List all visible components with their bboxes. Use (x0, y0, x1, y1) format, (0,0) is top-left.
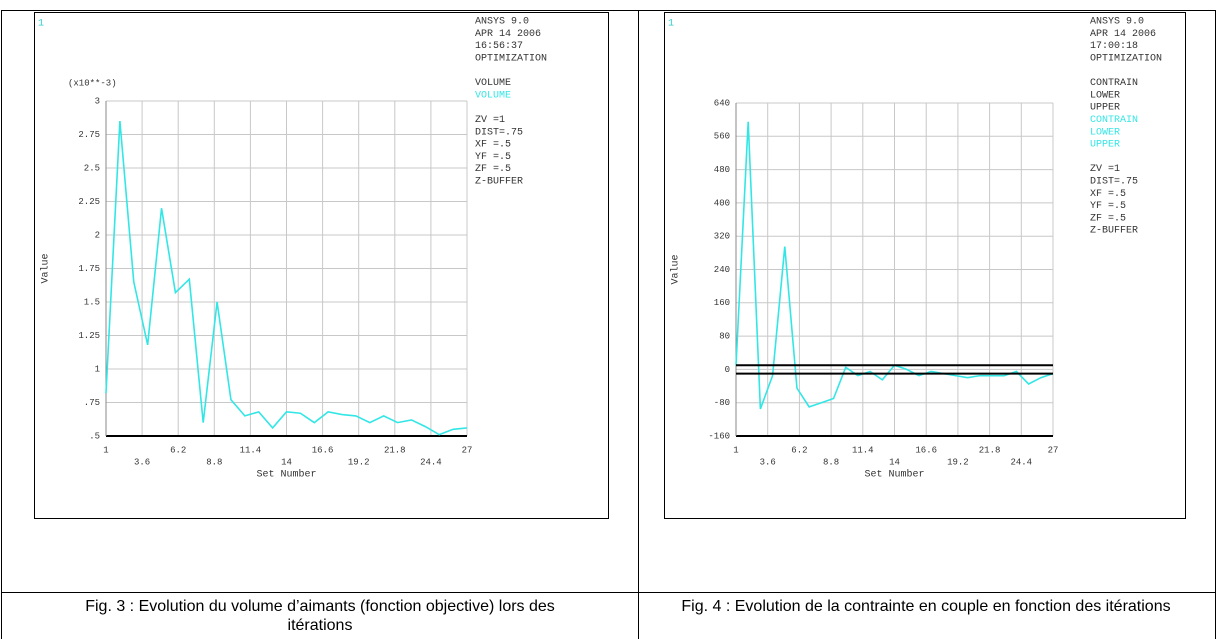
y-tick-label: 1.5 (84, 297, 100, 307)
legend-entry: LOWER (1090, 127, 1120, 138)
y-tick-label: 2 (95, 230, 100, 240)
y-tick-label: 0 (725, 365, 730, 375)
y-tick-label: .75 (84, 398, 100, 408)
chart: 1-160-8008016024032040048056064013.66.28… (668, 17, 1162, 481)
y-axis-title: Value (40, 253, 52, 283)
y-tick-label: 640 (714, 98, 730, 108)
chart-panel: 1 -160 -80 0 80 160 240 320 400 480 560 640 1 3.6 6.2 8… (664, 12, 1186, 519)
view-text: YF =.5 (475, 152, 511, 163)
view-text: YF =.5 (1090, 201, 1126, 212)
y-tick-label: -80 (714, 398, 730, 408)
table-border (1, 10, 1216, 11)
y-tick-label: 2.75 (78, 130, 100, 140)
y-tick-label: 2.25 (78, 197, 100, 207)
x-tick-label: 27 (462, 445, 473, 455)
legend-entry: CONTRAIN (1090, 115, 1138, 126)
x-tick-label: 16.6 (915, 445, 937, 455)
corner-label: 1 (38, 19, 44, 30)
x-tick-label: 21.8 (384, 445, 406, 455)
y-tick-label: 2.5 (84, 163, 100, 173)
y-tick-label: 1.25 (78, 331, 100, 341)
y-tick-label: 3 (95, 96, 100, 106)
chart-panel: 1 (x10**-3) .5 .75 1 1.25 1.5 1.75 2 2.25 2.5 2.75 3… (34, 12, 609, 519)
legend-header: LOWER (1090, 90, 1120, 101)
legend-header: CONTRAIN (1090, 78, 1138, 89)
x-tick-label: 1 (733, 445, 738, 455)
info-text: APR 14 2006 (475, 29, 541, 40)
view-text: ZV =1 (475, 115, 505, 126)
view-text: ZF =.5 (475, 164, 511, 175)
y-tick-label: 560 (714, 132, 730, 142)
y-tick-label: 240 (714, 265, 730, 275)
y-axis-title: Value (670, 254, 682, 284)
caption: Fig. 4 : Evolution de la contrainte en c… (681, 598, 1171, 615)
x-tick-label: 21.8 (979, 445, 1001, 455)
legend-header: UPPER (1090, 103, 1120, 114)
x-tick-label: 19.2 (947, 457, 969, 467)
x-tick-label: 8.8 (823, 457, 839, 467)
x-tick-label: 14 (889, 457, 900, 467)
y-tick-label: 480 (714, 165, 730, 175)
x-tick-label: 24.4 (1010, 457, 1032, 467)
caption: Fig. 3 : Evolution du volume d’aimants (… (85, 598, 555, 634)
x-axis-title: Set Number (256, 469, 316, 481)
x-tick-label: 6.2 (170, 445, 186, 455)
info-text: 16:56:37 (475, 41, 523, 52)
y-tick-label: 160 (714, 298, 730, 308)
x-tick-label: 24.4 (420, 457, 442, 467)
view-text: DIST=.75 (475, 127, 523, 138)
x-tick-label: 14 (281, 457, 292, 467)
y-tick-label: 1.75 (78, 264, 100, 274)
x-tick-label: 6.2 (791, 445, 807, 455)
x-tick-label: 11.4 (852, 445, 874, 455)
view-text: XF =.5 (475, 140, 511, 151)
table-border (1215, 10, 1216, 639)
info-text: OPTIMIZATION (1090, 54, 1162, 65)
info-text: APR 14 2006 (1090, 29, 1156, 40)
view-text: XF =.5 (1090, 189, 1126, 200)
x-tick-label: 11.4 (240, 445, 262, 455)
x-tick-label: 1 (103, 445, 108, 455)
table-border (1, 10, 2, 639)
table-border (638, 10, 639, 639)
x-tick-label: 19.2 (348, 457, 370, 467)
axis-note: (x10**-3) (68, 78, 117, 88)
x-tick-label: 16.6 (312, 445, 334, 455)
x-tick-label: 3.6 (760, 457, 776, 467)
info-text: ANSYS 9.0 (1090, 17, 1144, 28)
x-tick-label: 27 (1048, 445, 1059, 455)
corner-label: 1 (668, 19, 674, 30)
y-tick-label: .5 (89, 431, 100, 441)
view-text: Z-BUFFER (475, 177, 523, 188)
info-text: OPTIMIZATION (475, 54, 547, 65)
data-line (105, 121, 468, 436)
x-tick-label: 3.6 (134, 457, 150, 467)
y-tick-label: 400 (714, 198, 730, 208)
table-border (1, 592, 1216, 593)
legend-entry: VOLUME (475, 90, 511, 101)
y-tick-label: 1 (95, 364, 100, 374)
y-tick-label: 80 (719, 331, 730, 341)
view-text: ZF =.5 (1090, 213, 1126, 224)
view-text: ZV =1 (1090, 164, 1120, 175)
view-text: Z-BUFFER (1090, 226, 1138, 237)
y-tick-label: -160 (708, 431, 730, 441)
info-text: 17:00:18 (1090, 41, 1138, 52)
legend-header: VOLUME (475, 78, 511, 89)
chart: 1 (x10**-3) .5 .75 1 1.25 1.5 1.75 2 2.25 2.5 2.75 3… (38, 17, 547, 481)
legend-entry: UPPER (1090, 140, 1120, 151)
view-text: DIST=.75 (1090, 177, 1138, 188)
x-tick-label: 8.8 (206, 457, 222, 467)
info-text: ANSYS 9.0 (475, 17, 529, 28)
x-axis-title: Set Number (864, 469, 924, 481)
y-tick-label: 320 (714, 232, 730, 242)
